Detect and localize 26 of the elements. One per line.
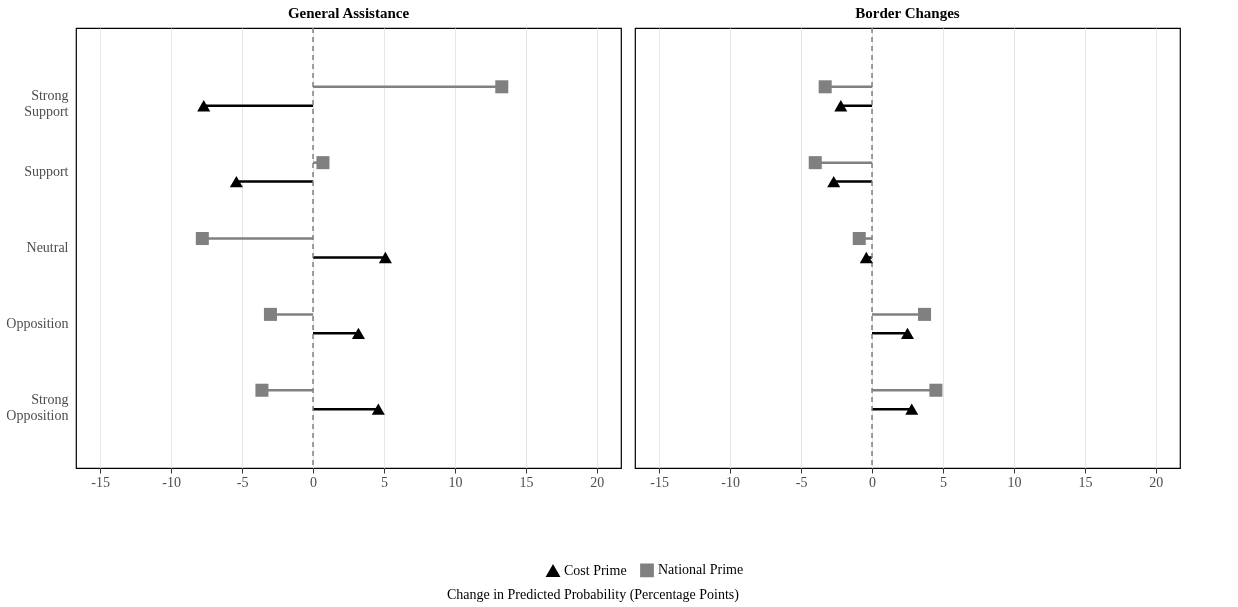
x-tick-label: 10 xyxy=(448,474,463,490)
x-tick-label: 15 xyxy=(519,474,534,490)
x-tick-label: 5 xyxy=(939,474,947,490)
x-tick-label: 15 xyxy=(1078,474,1093,490)
x-axis-title: Change in Predicted Probability (Percentage Points) xyxy=(446,587,740,603)
chart-title: General Assistance xyxy=(287,5,410,22)
y-tick-label: Strong Opposition xyxy=(6,391,69,423)
y-tick-label: Neutral xyxy=(26,240,69,255)
x-tick-label: 20 xyxy=(590,474,605,490)
y-tick-label: Opposition xyxy=(6,315,69,331)
x-tick-label: -10 xyxy=(162,474,181,490)
x-tick-label: -15 xyxy=(91,474,110,490)
x-tick-label: -15 xyxy=(650,474,669,490)
legend-label: National Prime xyxy=(658,562,744,578)
x-tick-label: 10 xyxy=(1007,474,1022,490)
x-tick-label: 5 xyxy=(380,474,388,490)
y-tick-label: Strong Support xyxy=(24,88,69,120)
x-tick-label: 0 xyxy=(869,474,877,490)
y-tick-label: Support xyxy=(24,164,69,180)
x-tick-label: -10 xyxy=(721,474,740,490)
x-tick-label: -5 xyxy=(236,474,249,490)
chart-title: Border Changes xyxy=(855,5,960,22)
x-tick-label: -5 xyxy=(795,474,808,490)
x-tick-label: 20 xyxy=(1149,474,1164,490)
x-tick-label: 0 xyxy=(310,474,318,490)
legend-label: Cost Prime xyxy=(564,562,627,578)
